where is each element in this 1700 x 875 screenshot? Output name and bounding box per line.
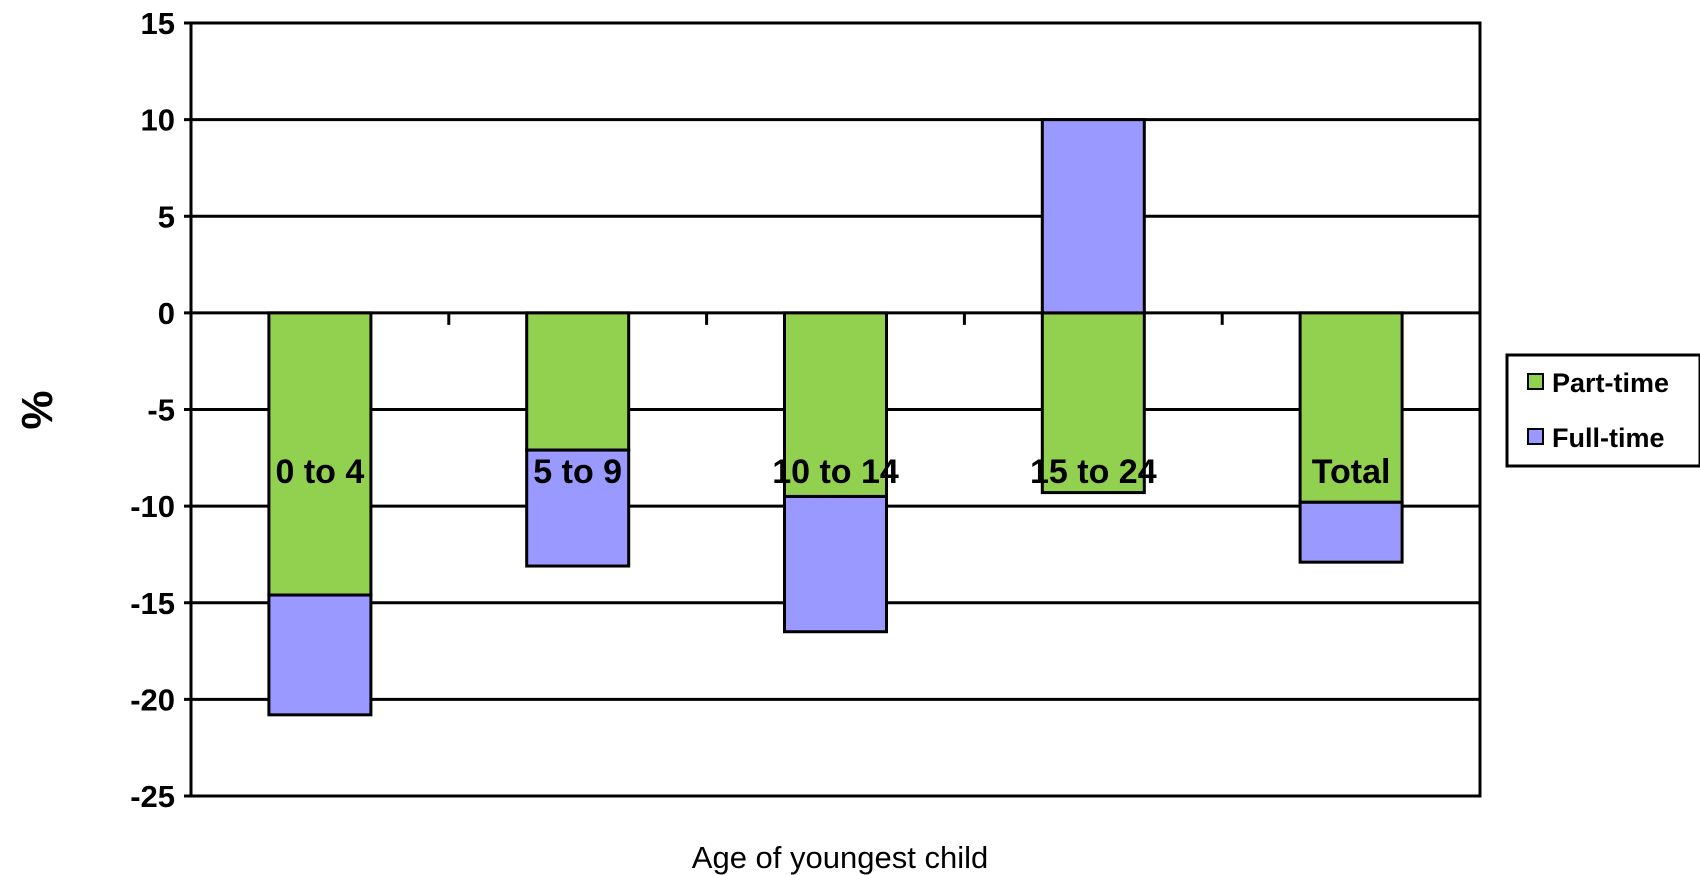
y-tick-label: 10 [141, 103, 175, 138]
y-tick-label: 15 [141, 6, 175, 41]
y-tick-labels: 15 10 5 0 -5 -10 -15 -20 -25 [130, 6, 175, 814]
bar-part-time [1040, 311, 1146, 495]
category-label: 10 to 14 [772, 453, 899, 491]
bar-full-time [783, 494, 888, 634]
category-label: 15 to 24 [1030, 453, 1157, 491]
legend-label-part-time: Part-time [1552, 368, 1669, 398]
bar-part-time [525, 311, 631, 452]
category-label: 5 to 9 [533, 453, 622, 491]
y-tick-label: -5 [147, 393, 175, 428]
axes [184, 21, 1482, 798]
y-tick-label: 0 [158, 296, 175, 331]
plot-border [189, 21, 1482, 798]
bar-full-time [1298, 500, 1404, 564]
category-label: 0 to 4 [275, 453, 364, 491]
category-labels: 0 to 4 5 to 9 10 to 14 15 to 24 Total [275, 453, 1390, 491]
bar-full-time [267, 593, 373, 717]
x-axis-title: Age of youngest child [692, 840, 988, 875]
y-tick-label: 5 [158, 199, 175, 234]
y-tick-label: -25 [130, 779, 175, 814]
y-tick-label: -10 [130, 489, 175, 524]
y-axis-title: % [13, 390, 62, 429]
bar-part-time [267, 311, 373, 597]
y-tick-label: -20 [130, 682, 175, 717]
bars [267, 118, 1404, 717]
legend-swatch-full-time [1527, 428, 1544, 445]
legend-swatch-part-time [1527, 373, 1544, 390]
category-label: Total [1312, 453, 1391, 491]
y-tick-label: -15 [130, 586, 175, 621]
bar-full-time [1040, 118, 1146, 315]
legend-label-full-time: Full-time [1552, 423, 1665, 453]
bar-full-time [525, 448, 631, 568]
legend: Part-time Full-time [1505, 353, 1700, 468]
